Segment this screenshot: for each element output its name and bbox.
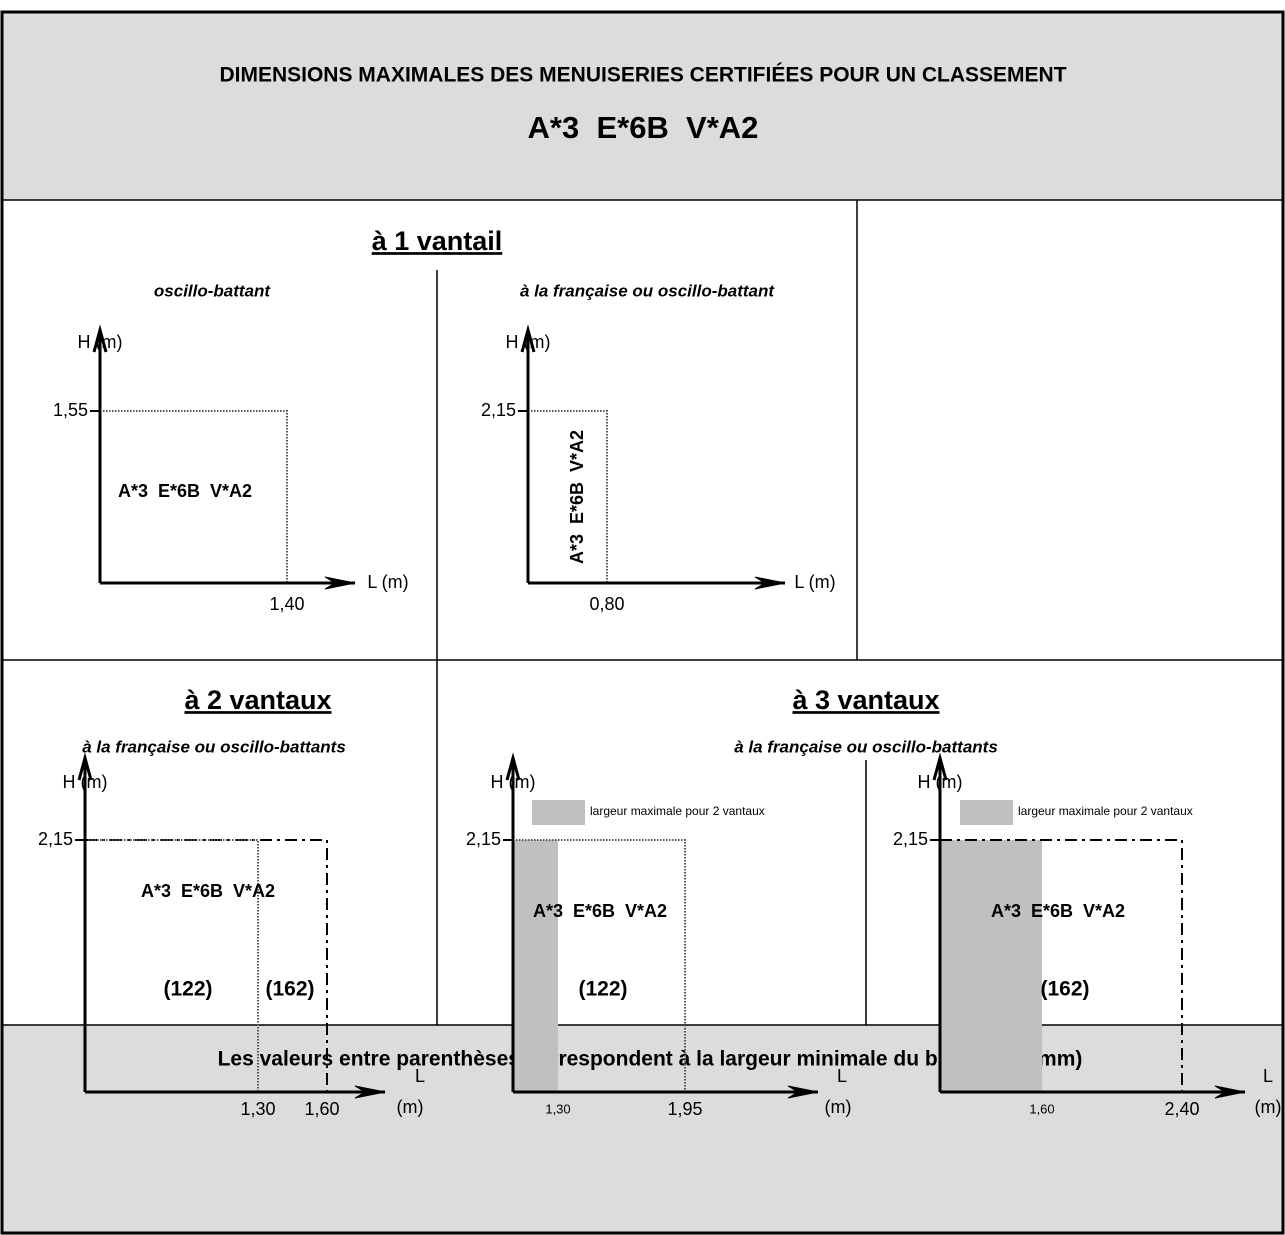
max-width-area — [513, 840, 558, 1092]
x-tick-label: 2,40 — [1164, 1099, 1199, 1119]
section-title: à 1 vantail — [372, 226, 503, 256]
limit-outline — [528, 410, 608, 583]
arrowhead — [520, 324, 536, 353]
section-title: à 3 vantaux — [792, 685, 939, 715]
classification-label: A*3 E*6B V*A2 — [533, 901, 667, 921]
section-subtitle: à la française ou oscillo-battants — [734, 737, 998, 756]
x-tick-label: 1,30 — [240, 1099, 275, 1119]
arrowhead — [754, 576, 786, 590]
legend-swatch — [532, 800, 585, 825]
footer-bg — [2, 1025, 1283, 1235]
x-axis-label: (m) — [825, 1097, 852, 1117]
arrowhead — [92, 324, 108, 353]
arrowhead — [932, 752, 948, 781]
header-bg — [2, 12, 1283, 200]
arrowhead — [505, 752, 521, 781]
y-axis-label: H (m) — [491, 772, 536, 792]
x-axis-label: (m) — [1255, 1097, 1282, 1117]
x-axis-label: L (m) — [367, 572, 408, 592]
arrowhead — [324, 576, 356, 590]
x-tick-label: 1,40 — [269, 594, 304, 614]
x-tick-label: 1,60 — [304, 1099, 339, 1119]
classification-label: A*3 E*6B V*A2 — [991, 901, 1125, 921]
y-tick-label: 2,15 — [893, 829, 928, 849]
limit-outline — [940, 839, 1183, 1092]
y-tick-label: 1,55 — [53, 400, 88, 420]
diagram-subtitle: à la française ou oscillo-battants — [82, 737, 346, 756]
x-axis-label: L — [1263, 1066, 1273, 1086]
limit-outline — [513, 839, 686, 1092]
x-tick-label: 1,60 — [1029, 1101, 1054, 1116]
arrowhead — [77, 752, 93, 781]
min-width-note: (122) — [578, 978, 627, 1001]
y-tick-label: 2,15 — [481, 400, 516, 420]
frame — [0, 10, 1285, 1235]
header-title: DIMENSIONS MAXIMALES DES MENUISERIES CER… — [219, 64, 1066, 87]
y-tick-label: 2,15 — [466, 829, 501, 849]
x-tick-label: 1,95 — [667, 1099, 702, 1119]
header-classification: A*3 E*6B V*A2 — [528, 110, 759, 145]
limit-outline — [85, 839, 328, 1092]
classification-label: A*3 E*6B V*A2 — [141, 881, 275, 901]
y-axis-label: H (m) — [63, 772, 108, 792]
arrowhead — [1214, 1085, 1246, 1099]
y-axis-label: H (m) — [918, 772, 963, 792]
max-width-area — [940, 840, 1042, 1092]
legend-swatch — [960, 800, 1013, 825]
x-axis-label: L — [415, 1066, 425, 1086]
x-tick-label: 0,80 — [589, 594, 624, 614]
y-tick-label: 2,15 — [38, 829, 73, 849]
footer-note: Les valeurs entre parenthèses correspond… — [218, 1048, 1083, 1071]
limit-outline — [85, 839, 259, 1092]
arrowhead — [787, 1085, 819, 1099]
x-axis-label: L — [837, 1066, 847, 1086]
x-axis-label: L (m) — [794, 572, 835, 592]
legend-label: largeur maximale pour 2 vantaux — [590, 804, 765, 818]
x-tick-label: 1,30 — [545, 1101, 570, 1116]
arrowhead — [354, 1085, 386, 1099]
section-title: à 2 vantaux — [184, 685, 331, 715]
limit-outline — [100, 410, 288, 583]
diagram-subtitle: oscillo-battant — [154, 281, 272, 300]
x-axis-label: (m) — [397, 1097, 424, 1117]
legend-label: largeur maximale pour 2 vantaux — [1018, 804, 1193, 818]
diagram-subtitle: à la française ou oscillo-battant — [520, 281, 775, 300]
y-axis-label: H (m) — [78, 332, 123, 352]
classification-label: A*3 E*6B V*A2 — [118, 481, 252, 501]
min-width-note: (122) — [163, 978, 212, 1001]
classification-label: A*3 E*6B V*A2 — [567, 430, 587, 564]
y-axis-label: H (m) — [506, 332, 551, 352]
min-width-note: (162) — [265, 978, 314, 1001]
min-width-note: (162) — [1040, 978, 1089, 1001]
